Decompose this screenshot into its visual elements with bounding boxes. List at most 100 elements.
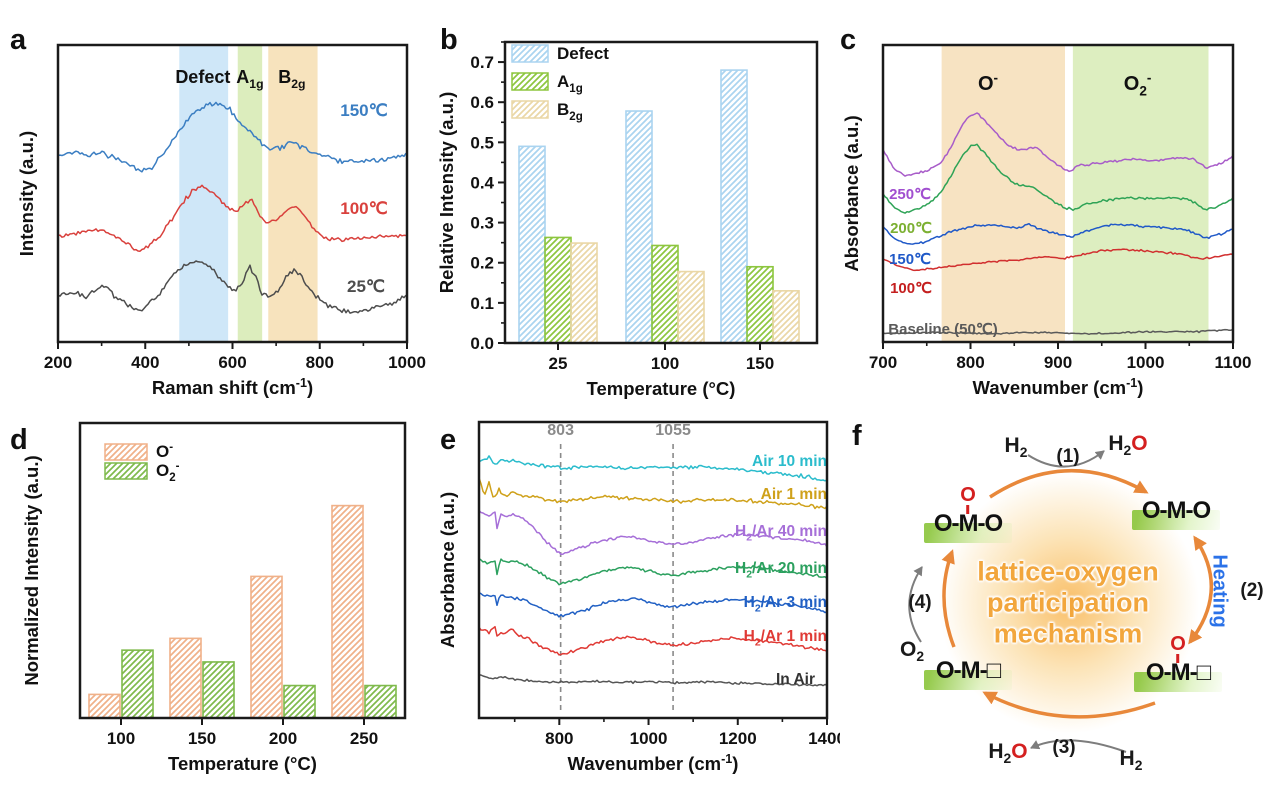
x-axis-title: Temperature (°C) bbox=[168, 753, 317, 774]
band-label: O2- bbox=[1124, 70, 1152, 98]
species-bl: O-M-□ bbox=[935, 657, 1001, 684]
x-tick-label: 400 bbox=[131, 353, 159, 372]
bar-O--100 bbox=[88, 693, 121, 719]
label-o2: O2 bbox=[899, 637, 925, 665]
label-h2-bottom: H2 bbox=[1119, 746, 1143, 774]
spectrum-curve-150℃ bbox=[57, 101, 407, 173]
x-tick-label: 1200 bbox=[719, 729, 757, 748]
spectrum-curve-150℃ bbox=[882, 222, 1234, 245]
x-axis-title: Raman shift (cm-1) bbox=[152, 376, 313, 398]
band-label: B2g bbox=[278, 67, 305, 91]
curve-label-200℃: 200℃ bbox=[890, 220, 932, 237]
curve-label-In Air: In Air bbox=[776, 671, 815, 688]
y-axis-title: Absorbance (a.u.) bbox=[437, 492, 458, 648]
legend-label-O-: O- bbox=[156, 442, 173, 461]
arrow-step1 bbox=[989, 469, 1149, 499]
species-tr: O-M-O bbox=[1141, 497, 1211, 524]
bar-A1g-150 bbox=[746, 265, 774, 344]
spectrum-curve-H2/Ar 40 min bbox=[478, 510, 828, 556]
spectrum-curve-Baseline (50℃) bbox=[882, 328, 1234, 336]
bar-O2--200 bbox=[283, 684, 316, 719]
label-step-2: (2) bbox=[1240, 580, 1264, 601]
curve-label-H2/Ar 1 min: H2/Ar 1 min bbox=[744, 628, 827, 648]
lattice-strip-tr bbox=[1132, 510, 1220, 530]
panel-d-chart: 100 150 200 250 Temperature (°C) Normalized I… bbox=[21, 421, 407, 774]
x-tick-label: 1400 bbox=[808, 729, 840, 748]
panel-e-absorbance-spectra-time: 803 1055 Air 10 min Air 1 min H2/Ar 40 min H2… bbox=[430, 400, 846, 812]
panel-c-letter: c bbox=[840, 24, 857, 56]
x-tick-label: 600 bbox=[218, 353, 246, 372]
x-axis: 25 100 150 bbox=[549, 343, 774, 373]
y-tick-label: 0.4 bbox=[470, 173, 494, 192]
spectrum-curve-H2/Ar 1 min bbox=[478, 625, 828, 656]
legend-swatch-B2g bbox=[511, 100, 549, 119]
plot-frame bbox=[56, 43, 409, 344]
spectrum-curve-Air 10 min bbox=[478, 455, 828, 482]
bar-A1g-100 bbox=[651, 244, 679, 344]
label-heating: Heating bbox=[1208, 554, 1231, 628]
x-tick-label: 900 bbox=[1044, 353, 1072, 372]
label-step-1: (1) bbox=[1056, 446, 1080, 467]
curve-label-H2/Ar 20 min: H2/Ar 20 min bbox=[735, 560, 827, 580]
legend-swatch-Defect bbox=[511, 44, 549, 63]
species-tl: O-M-O bbox=[933, 510, 1003, 537]
x-tick-label: 200 bbox=[44, 353, 72, 372]
y-axis-title: Normalized Intensity (a.u.) bbox=[21, 455, 42, 685]
dashed-line-label: 803 bbox=[547, 422, 574, 439]
band-Defect bbox=[179, 45, 229, 342]
x-tick-label: 100 bbox=[651, 354, 679, 373]
x-axis: 800 1000 1200 1400 bbox=[513, 718, 846, 748]
band-label: A1g bbox=[236, 67, 263, 91]
x-axis: 100 150 200 250 bbox=[107, 718, 378, 748]
panel-d-normalized-intensity-bars: 100 150 200 250 Temperature (°C) Normalized I… bbox=[0, 400, 430, 812]
curve-label-H2/Ar 40 min: H2/Ar 40 min bbox=[735, 523, 827, 543]
label-h2o-top: H2O bbox=[1108, 431, 1148, 459]
band-A bbox=[237, 45, 263, 342]
x-tick-label: 800 bbox=[306, 353, 334, 372]
arrow-h2-to-h2o-top bbox=[1027, 450, 1105, 468]
panel-b-letter: b bbox=[440, 24, 458, 56]
x-tick-label: 1100 bbox=[1215, 353, 1252, 372]
curve-label-100℃: 100℃ bbox=[340, 199, 387, 218]
legend-swatch-A1g bbox=[511, 72, 549, 91]
spectrum-curve-100℃ bbox=[882, 248, 1234, 272]
x-axis-title: Wavenumber (cm-1) bbox=[568, 752, 739, 774]
bar-B2g-150 bbox=[772, 290, 800, 344]
x-tick-label: 800 bbox=[956, 353, 984, 372]
y-axis-title: Relative Intensity (a.u.) bbox=[436, 92, 457, 294]
legend-label-Defect: Defect bbox=[557, 44, 609, 63]
panel-b-chart: 25 100 150 0.0 0.1 0.2 0.3 0.4 0.5 0.6 0.7 Temperat… bbox=[436, 40, 819, 399]
label-step-4: (4) bbox=[908, 592, 932, 613]
legend: Defect A1g B2g bbox=[511, 44, 609, 123]
dashed-line-label: 1055 bbox=[655, 422, 691, 439]
legend-label-O2-: O2- bbox=[156, 461, 180, 484]
plot-frame bbox=[477, 420, 829, 720]
spectrum-curve-200℃ bbox=[882, 143, 1234, 214]
y-tick-label: 0.6 bbox=[470, 93, 494, 112]
x-tick-label: 800 bbox=[545, 729, 573, 748]
mechanism-glow bbox=[935, 462, 1203, 744]
y-tick-label: 0.0 bbox=[470, 334, 494, 353]
x-axis-title: Temperature (°C) bbox=[587, 378, 736, 399]
plot-frame bbox=[78, 421, 407, 720]
band-O bbox=[1072, 45, 1209, 342]
bar-Defect-100 bbox=[625, 110, 653, 344]
x-tick-label: 150 bbox=[188, 729, 216, 748]
panel-e-letter: e bbox=[440, 424, 457, 456]
curve-label-H2/Ar 3 min: H2/Ar 3 min bbox=[744, 594, 827, 614]
legend-swatch-O- bbox=[104, 443, 148, 461]
x-tick-label: 1000 bbox=[388, 353, 426, 372]
y-axis: 0.0 0.1 0.2 0.3 0.4 0.5 0.6 0.7 bbox=[470, 41, 505, 353]
y-tick-label: 0.2 bbox=[470, 254, 494, 273]
lattice-strip-tl bbox=[924, 523, 1012, 543]
bar-O2--250 bbox=[364, 684, 397, 719]
label-h2o-bottom: H2O bbox=[988, 739, 1028, 767]
bar-A1g-25 bbox=[544, 236, 572, 344]
panel-a-chart: Defect A1g B2g 150℃ 100℃ 25℃ 200 400 600 800 1000 R… bbox=[16, 43, 426, 398]
x-tick-label: 150 bbox=[746, 354, 774, 373]
curve-label-100℃: 100℃ bbox=[890, 280, 932, 297]
bar-O--250 bbox=[331, 504, 364, 719]
bar-Defect-25 bbox=[518, 145, 546, 344]
spectrum-curve-Air 1 min bbox=[478, 477, 828, 510]
